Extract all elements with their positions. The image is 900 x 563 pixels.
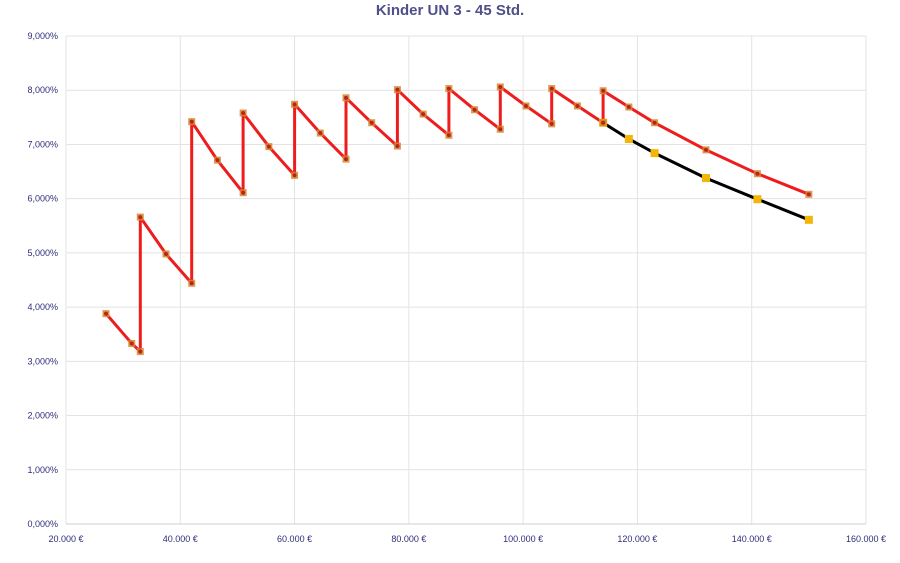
data-point-center <box>241 190 246 195</box>
data-point <box>650 149 659 158</box>
data-point <box>702 174 710 183</box>
series-line <box>602 121 810 222</box>
y-tick-label: 3,000% <box>27 356 58 366</box>
data-point-center <box>138 349 143 354</box>
data-point-center <box>104 311 108 316</box>
gridlines <box>65 35 867 525</box>
data-point-center <box>292 102 297 107</box>
y-tick-label: 9,000% <box>27 31 58 41</box>
data-point-center <box>189 119 194 124</box>
data-point-center <box>575 103 580 108</box>
data-point-center <box>806 192 811 197</box>
data-point-center <box>395 144 400 149</box>
data-point-center <box>498 84 503 89</box>
chart-title: Kinder UN 3 - 45 Std. <box>375 2 525 19</box>
data-point-center <box>601 120 606 125</box>
data-point-center <box>549 86 554 91</box>
y-tick-label: 8,000% <box>27 85 58 95</box>
data-point-center <box>215 158 220 163</box>
data-point <box>624 135 633 144</box>
data-point-center <box>344 95 348 100</box>
x-tick-label: 160.000 € <box>846 534 886 544</box>
data-point-center <box>266 144 271 149</box>
data-point-center <box>626 105 631 110</box>
data-point-center <box>498 127 503 132</box>
data-point <box>804 215 813 224</box>
series-line <box>104 85 810 354</box>
data-point <box>753 195 762 204</box>
y-tick-label: 0,000% <box>27 519 58 529</box>
data-point-center <box>129 341 134 346</box>
x-tick-label: 80.000 € <box>391 534 426 544</box>
data-point-center <box>292 173 297 178</box>
data-point-center <box>395 87 400 92</box>
x-tick-label: 20.000 € <box>48 534 83 544</box>
y-tick-label: 5,000% <box>27 248 58 258</box>
data-point-center <box>446 86 451 91</box>
x-tick-label: 100.000 € <box>503 534 543 544</box>
data-point-center <box>472 107 477 112</box>
data-point-center <box>446 133 451 138</box>
data-point-center <box>318 131 323 136</box>
data-point-center <box>241 110 246 115</box>
x-tick-label: 40.000 € <box>163 534 198 544</box>
x-tick-label: 120.000 € <box>617 534 657 544</box>
series-layer <box>102 83 813 356</box>
x-tick-label: 60.000 € <box>277 534 312 544</box>
x-tick-label: 140.000 € <box>732 534 772 544</box>
data-point-center <box>189 281 194 286</box>
data-point-center <box>601 88 606 93</box>
data-point-center <box>704 147 708 152</box>
x-axis-ticks: 20.000 € 40.000 € 60.000 € 80.000 € 100.000 … <box>48 534 886 544</box>
y-tick-label: 1,000% <box>27 465 58 475</box>
data-point-center <box>524 103 528 108</box>
data-point-center <box>344 157 348 162</box>
y-tick-label: 2,000% <box>27 411 58 421</box>
data-point-center <box>755 171 760 176</box>
y-tick-label: 7,000% <box>27 139 58 149</box>
data-point-center <box>138 215 143 220</box>
y-axis-ticks: 0,000% 1,000% 2,000% 3,000% 4,000% 5,000% 6,00… <box>27 31 58 529</box>
data-point-center <box>421 112 426 117</box>
data-point-center <box>164 251 168 256</box>
data-point-center <box>369 120 374 125</box>
y-tick-label: 6,000% <box>27 194 58 204</box>
data-point-center <box>549 121 554 126</box>
y-tick-label: 4,000% <box>27 302 58 312</box>
data-point-center <box>652 120 657 125</box>
